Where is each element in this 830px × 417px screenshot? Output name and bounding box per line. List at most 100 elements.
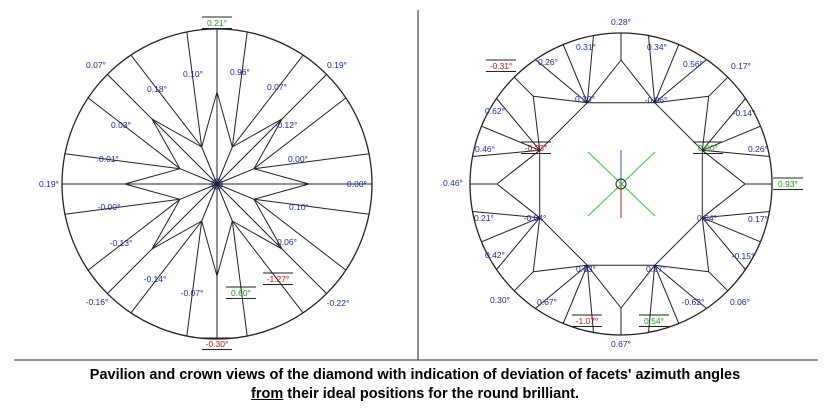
pavilion-label: 0.01° [99,154,119,164]
pavilion-lower-girdle-line [253,198,370,215]
pavilion-lower-girdle-line [253,153,370,170]
crown-upper-girdle-line [496,217,541,270]
crown-star-edge [620,264,656,309]
pavilion-label: -0.22° [327,298,350,308]
crown-upper-girdle-line [472,211,540,219]
pavilion-label: 0.21° [207,18,227,28]
pavilion-facet-edge [151,118,181,169]
crown-label: 0.17° [731,61,751,71]
crown-label: 0.42° [485,250,505,260]
crown-label: -0.14° [733,108,756,118]
pavilion-lower-girdle-line [130,54,203,148]
crown-label: -0.62° [682,297,705,307]
crown-bezel-line [481,217,540,243]
crown-bezel-line [702,125,761,151]
caption-from-word: from [251,386,284,402]
caption-line-2: from their ideal positions for the round… [0,385,830,404]
crown-star-edge [532,96,541,151]
crown-star-edge [701,149,746,185]
pavilion-lower-girdle-line [186,220,203,337]
crown-bezel-line [562,44,588,103]
crown-label: 0.26° [538,57,558,67]
crown-star-edge [620,59,656,104]
pavilion-main-line [107,183,218,294]
figure-caption: Pavilion and crown views of the diamond … [0,366,830,404]
pavilion-facet-edge [232,220,283,250]
pavilion-labels: 0.21° 0.19° 0.07° 0.10° 0.96° 0.07° 0.18° -0.12… [39,16,367,350]
crown-labels: 0.28° 0.31° 0.34° -0.31° 0.26° 0.56° 0.17° 0.30… [443,17,803,349]
pavilion-star-line [216,146,233,185]
crown-upper-girdle-line [535,264,588,309]
crown-label: 0.31° [576,42,596,52]
pavilion-star-line [201,146,218,185]
crown-label: 0.17° [748,214,768,224]
pavilion-main-line [107,74,218,185]
crown-upper-girdle-line [535,59,588,104]
crown-upper-girdle-line [702,149,770,157]
crown-bezel-line [562,265,588,324]
crown-star-edge [654,264,709,273]
crown-star-edge [533,95,588,104]
crown-label: 0.93° [778,179,798,189]
crown-main-line [708,76,729,97]
crown-bezel-line [654,44,680,103]
crown-star-edge [586,264,622,309]
pavilion-lower-girdle-line [186,31,203,148]
pavilion-label: 0.60° [231,288,251,298]
crown-label: 0.46° [443,178,463,188]
pavilion-main-line [216,183,327,294]
pavilion-facet-edge [201,91,218,148]
crown-star-edge [532,217,541,272]
crown-bezel-line [702,217,761,243]
crown-star-edge [701,217,710,272]
pavilion-label: -0.14° [144,274,167,284]
crown-label: 0.30° [490,295,510,305]
crown-label: 0.54° [644,316,664,326]
pavilion-facet-edge [216,220,233,277]
pavilion-star-line [216,168,255,185]
crown-main-line [708,271,729,292]
pavilion-facet-edge [216,91,233,148]
pavilion-lower-girdle-line [231,220,248,337]
pavilion-star-line [216,183,255,200]
crown-label: 0.21° [474,213,494,223]
pavilion-lower-girdle-line [231,220,304,314]
crown-label: 0.06° [730,297,750,307]
crown-label: -1.07° [576,316,599,326]
pavilion-label: -1.27° [267,274,290,284]
crown-star-edge [701,183,746,219]
crown-upper-girdle-line [648,35,656,103]
pavilion-label: 0.18° [147,84,167,94]
crown-label: 0.46° [475,144,495,154]
pavilion-star-line [216,183,233,222]
pavilion-facet-edge [232,118,283,148]
pavilion-label: 0.19° [327,60,347,70]
pavilion-lower-girdle-line [231,54,304,148]
crown-bezel-line [654,265,680,324]
pavilion-facet-edge [151,220,202,250]
crown-crosshair [587,150,656,218]
crown-label: -0.06° [645,95,668,105]
pavilion-label: -0.12° [275,120,298,130]
crown-view: 0.28° 0.31° 0.34° -0.31° 0.26° 0.56° 0.17° 0.30… [443,17,803,349]
pavilion-star-line [179,183,218,200]
pavilion-star-line [201,183,218,222]
pavilion-facet-lines [62,29,372,339]
crown-upper-girdle-line [648,265,656,333]
crown-star-edge [654,95,709,104]
crown-upper-girdle-line [654,264,707,309]
pavilion-label: -0.16° [86,297,109,307]
crown-label: 0.28° [611,17,631,27]
pavilion-lower-girdle-line [87,198,181,271]
pavilion-facet-edge [253,183,310,200]
pavilion-star-line [179,168,218,185]
pavilion-label: -0.30° [206,339,229,349]
pavilion-lower-girdle-line [64,153,181,170]
crown-upper-girdle-line [654,59,707,104]
pavilion-label: 0.96° [230,67,250,77]
pavilion-facet-edge [253,199,283,250]
pavilion-facet-edge [124,183,181,200]
crown-star-edge [496,149,541,185]
crown-star-edge [701,96,710,151]
crown-star-edge [586,59,622,104]
